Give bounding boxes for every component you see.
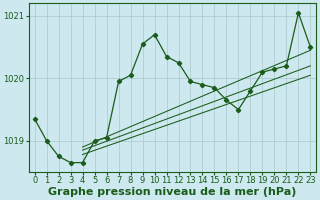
X-axis label: Graphe pression niveau de la mer (hPa): Graphe pression niveau de la mer (hPa) <box>48 187 297 197</box>
